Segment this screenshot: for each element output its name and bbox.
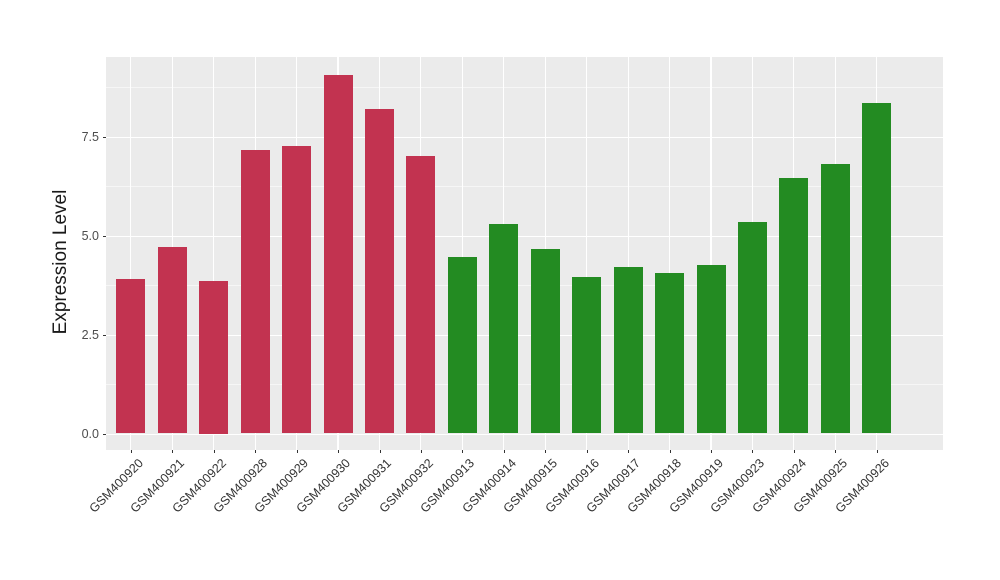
x-tick-mark <box>255 450 257 453</box>
x-tick-mark <box>296 450 298 453</box>
bar-GSM400923 <box>737 221 767 434</box>
bar-GSM400921 <box>157 247 187 434</box>
x-tick-mark <box>835 450 837 453</box>
vertical-gridline <box>461 57 463 450</box>
bar-GSM400925 <box>820 164 850 434</box>
plot-panel <box>106 57 943 450</box>
x-tick-mark <box>379 450 381 453</box>
vertical-gridline <box>668 57 671 450</box>
x-tick-mark <box>503 450 505 453</box>
bar-GSM400928 <box>240 150 270 434</box>
bar-GSM400913 <box>447 257 477 434</box>
y-tick-mark <box>103 334 106 336</box>
x-tick-mark <box>711 450 712 453</box>
bar-GSM400930 <box>323 75 353 434</box>
bar-GSM400931 <box>365 108 394 434</box>
x-tick-mark <box>462 450 464 453</box>
minor-gridline <box>106 186 943 187</box>
bar-GSM400929 <box>282 146 312 434</box>
x-tick-mark <box>669 450 671 453</box>
y-tick-label: 5.0 <box>81 228 99 243</box>
x-tick-mark <box>172 450 174 453</box>
y-tick-mark <box>103 235 106 237</box>
x-tick-mark <box>752 450 754 453</box>
bar-GSM400924 <box>779 178 809 434</box>
x-tick-mark <box>793 450 795 453</box>
y-axis-title: Expression Level <box>50 189 71 335</box>
major-gridline <box>106 235 943 237</box>
bar-GSM400916 <box>572 277 602 434</box>
bar-GSM400914 <box>489 223 519 434</box>
y-tick-mark <box>103 433 106 435</box>
minor-gridline <box>106 285 943 286</box>
bar-GSM400932 <box>406 156 436 434</box>
x-tick-mark <box>628 450 630 453</box>
x-tick-mark <box>545 450 547 453</box>
x-tick-mark <box>586 450 588 453</box>
vertical-gridline <box>710 57 712 450</box>
vertical-gridline <box>130 57 132 450</box>
bar-GSM400920 <box>116 279 146 434</box>
vertical-gridline <box>586 57 588 450</box>
bar-GSM400926 <box>862 102 892 434</box>
vertical-gridline <box>213 57 215 450</box>
y-tick-mark <box>103 136 106 138</box>
major-gridline <box>106 136 943 138</box>
x-tick-mark <box>420 450 422 453</box>
x-tick-mark <box>876 450 878 453</box>
x-tick-mark <box>130 450 132 453</box>
x-tick-mark <box>338 450 339 453</box>
bar-GSM400918 <box>655 273 684 434</box>
x-tick-mark <box>213 450 215 453</box>
minor-gridline <box>106 87 943 88</box>
y-tick-label: 7.5 <box>81 129 99 144</box>
bar-GSM400917 <box>613 267 643 434</box>
major-gridline <box>106 433 943 435</box>
bar-GSM400922 <box>199 281 229 434</box>
major-gridline <box>106 334 943 336</box>
y-tick-label: 2.5 <box>81 327 99 342</box>
y-tick-label: 0.0 <box>81 426 99 441</box>
vertical-gridline <box>627 57 629 450</box>
bar-GSM400919 <box>696 265 726 434</box>
minor-gridline <box>106 384 943 385</box>
bar-GSM400915 <box>530 249 560 434</box>
